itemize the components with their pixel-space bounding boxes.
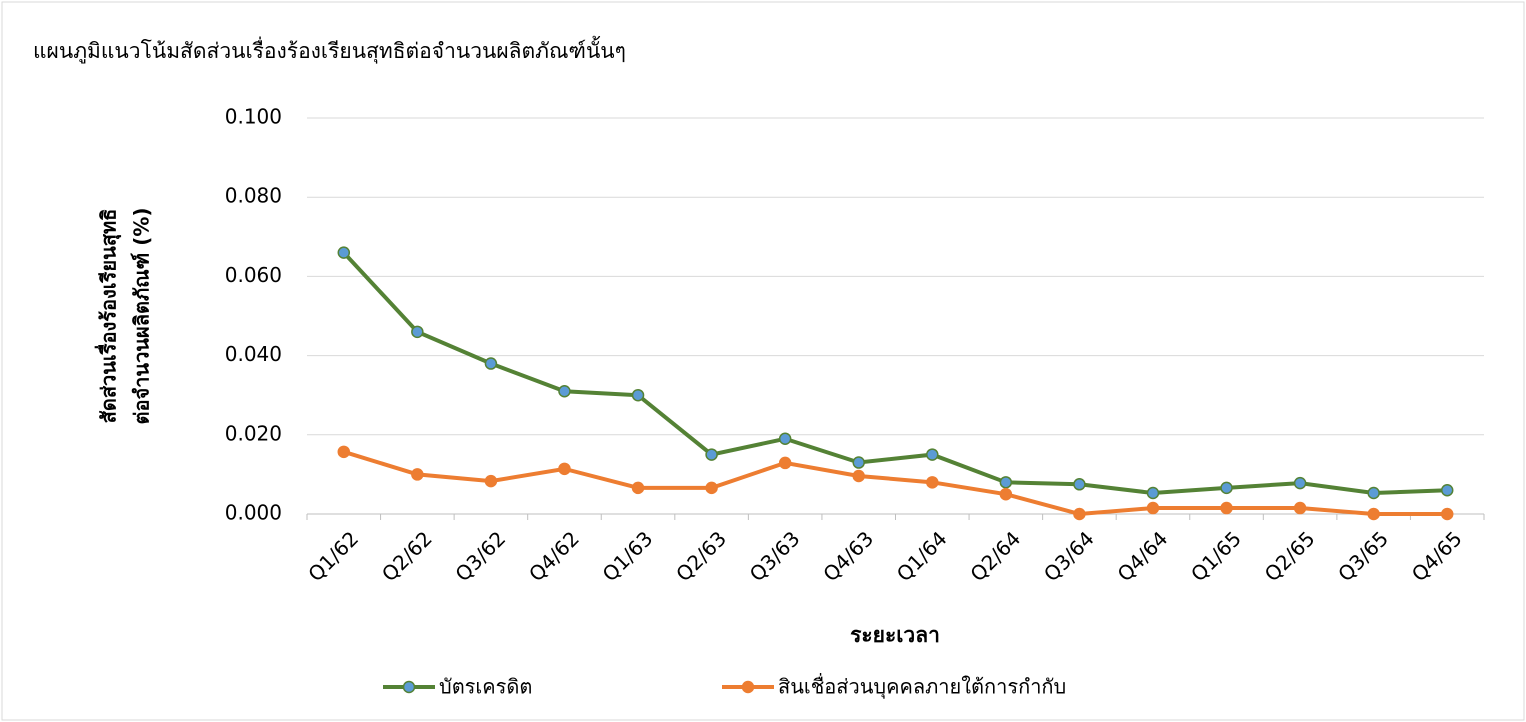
y-axis-label: สัดส่วนเรื่องร้องเรียนสุทธิ <box>94 209 122 424</box>
series-line <box>342 251 1448 496</box>
data-point <box>852 456 865 469</box>
data-point <box>705 481 718 495</box>
data-point <box>484 474 498 488</box>
data-point <box>558 384 571 398</box>
data-point <box>999 476 1013 489</box>
data-point <box>1146 486 1160 500</box>
legend-label: บัตรเครดิต <box>439 675 532 699</box>
data-point <box>337 445 351 459</box>
data-point <box>778 456 792 470</box>
data-point <box>337 246 351 259</box>
data-point <box>1440 483 1454 497</box>
data-point <box>631 388 645 402</box>
data-point <box>926 476 939 489</box>
data-point <box>631 481 645 495</box>
legend-marker <box>741 680 755 694</box>
data-point <box>411 325 424 339</box>
data-point <box>1220 501 1233 515</box>
data-point <box>411 468 424 481</box>
data-point <box>852 469 865 483</box>
data-point <box>1367 507 1380 521</box>
series-line <box>343 449 1448 517</box>
legend-marker <box>402 680 416 694</box>
y-tick-label: 0.100 <box>225 105 282 129</box>
data-point <box>705 448 718 461</box>
y-tick-label: 0.000 <box>225 501 282 525</box>
data-point <box>1440 507 1454 521</box>
data-point <box>1146 501 1160 515</box>
data-point <box>999 487 1013 501</box>
data-point <box>778 432 792 446</box>
y-tick-label: 0.040 <box>225 342 282 366</box>
y-tick-label: 0.080 <box>225 184 282 208</box>
y-axis-label: ต่อจำนวนผลิตภัณฑ์ (%) <box>130 207 154 424</box>
data-point <box>1220 481 1233 495</box>
legend-label: สินเชื่อส่วนบุคคลภายใต้การกำกับ <box>778 673 1066 700</box>
data-point <box>1293 476 1307 490</box>
y-tick-label: 0.060 <box>225 263 282 287</box>
data-point <box>484 357 498 370</box>
y-tick-label: 0.020 <box>225 421 282 445</box>
data-point <box>1073 507 1086 521</box>
chart-title: แผนภูมิแนวโน้มสัดส่วนเรื่องร้องเรียนสุทธ… <box>33 36 626 64</box>
data-point <box>1293 501 1307 515</box>
data-point <box>558 462 571 476</box>
data-point <box>1367 486 1380 500</box>
data-point <box>926 448 939 461</box>
data-point <box>1073 478 1086 491</box>
x-axis-label: ระยะเวลา <box>850 623 940 647</box>
